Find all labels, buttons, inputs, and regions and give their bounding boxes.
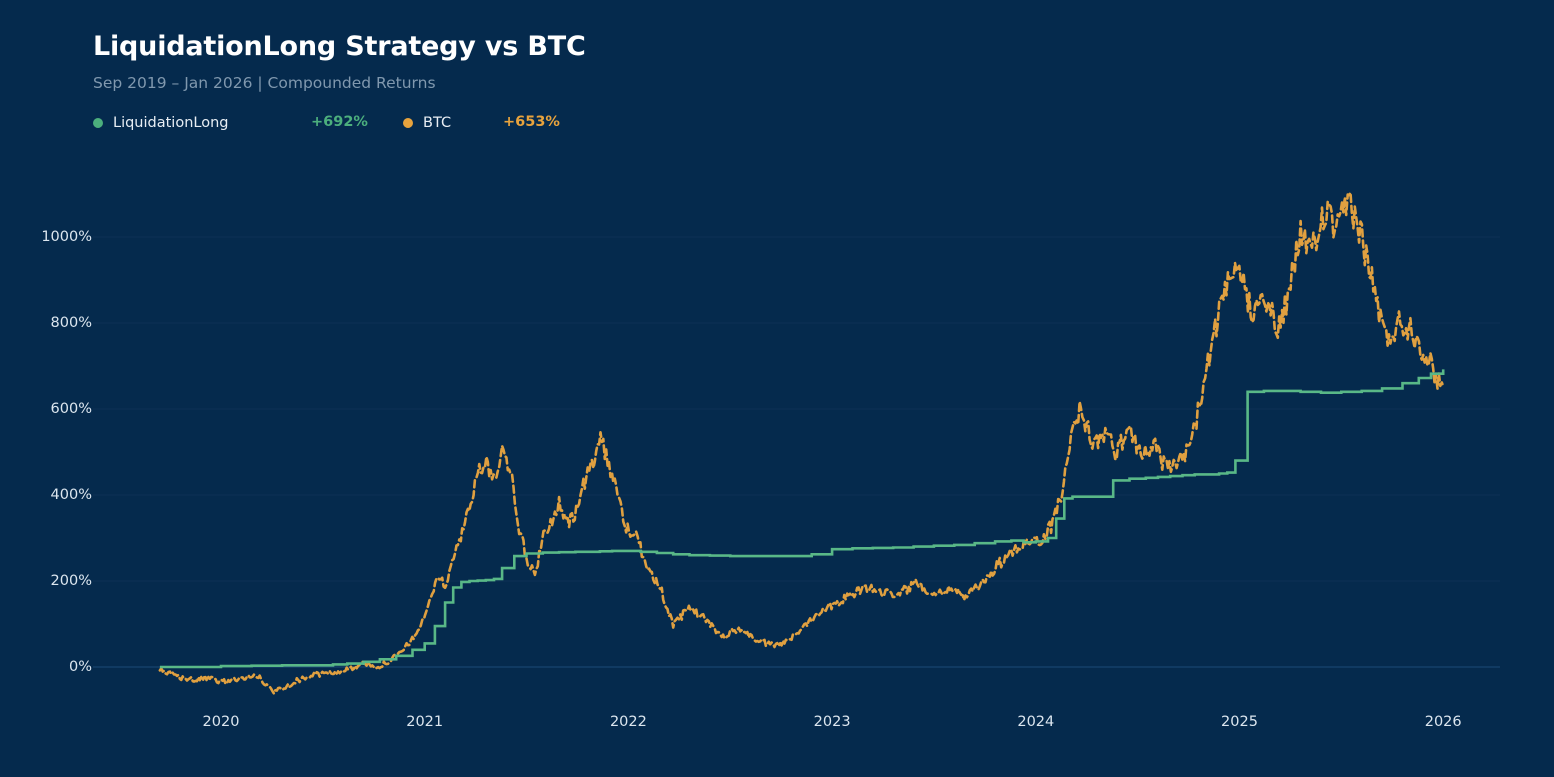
- y-axis-tick-label: 800%: [50, 315, 92, 331]
- circle-marker-orange-icon: [403, 118, 413, 128]
- y-axis-tick-label: 0%: [68, 659, 92, 675]
- x-axis-tick-label: 2022: [609, 714, 647, 730]
- x-axis-tick-label: 2025: [1221, 714, 1258, 730]
- chart-gridlines: [93, 236, 1500, 668]
- x-axis-tick-label: 2026: [1424, 714, 1462, 730]
- page-title: LiquidationLong Strategy vs BTC: [93, 31, 586, 62]
- circle-marker-green-icon: [93, 118, 103, 128]
- x-axis-tick-label: 2020: [202, 714, 240, 730]
- y-axis-tick-label: 1000%: [41, 229, 92, 245]
- y-axis: 0% 200% 400% 600% 800% 1000%: [12, 0, 92, 777]
- legend-label-btc: BTC: [423, 115, 452, 131]
- x-axis-tick-label: 2024: [1017, 714, 1055, 730]
- x-axis-tick-label: 2021: [406, 714, 444, 730]
- series-line-liquidationlong: [159, 369, 1445, 669]
- y-axis-tick-label: 400%: [50, 487, 92, 503]
- legend-item-liquidationlong[interactable]: LiquidationLong +692%: [93, 112, 368, 134]
- y-axis-tick-label: 600%: [50, 401, 92, 417]
- y-axis-tick-label: 200%: [50, 573, 92, 589]
- legend-value-liquidationlong: +692%: [311, 114, 368, 130]
- legend-label-liquidationlong: LiquidationLong: [113, 115, 229, 131]
- series-line-btc: [158, 191, 1445, 695]
- chart-subtitle: Sep 2019 – Jan 2026 | Compounded Returns: [93, 74, 436, 92]
- x-axis-tick-label: 2023: [813, 714, 851, 730]
- legend-item-btc[interactable]: BTC +653%: [403, 112, 560, 134]
- legend-value-btc: +653%: [503, 114, 560, 130]
